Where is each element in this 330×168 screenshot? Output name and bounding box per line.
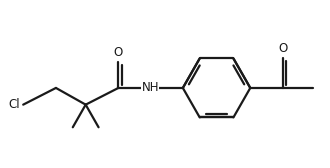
- Text: O: O: [114, 46, 123, 59]
- Text: O: O: [279, 43, 288, 55]
- Text: Cl: Cl: [9, 98, 20, 111]
- Text: NH: NH: [141, 81, 159, 94]
